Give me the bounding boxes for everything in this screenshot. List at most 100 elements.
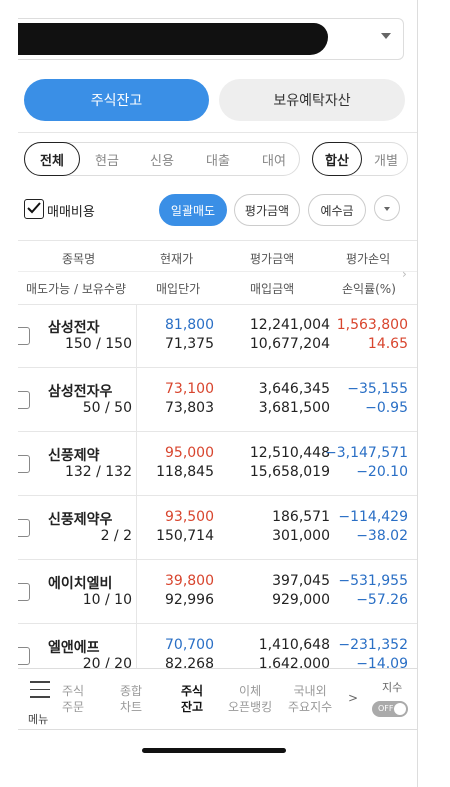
buy-amount: 15,658,019 — [249, 464, 330, 480]
menu-icon[interactable] — [30, 681, 50, 704]
row-checkbox[interactable] — [18, 583, 30, 601]
stock-name: 에이치엘비 — [48, 576, 113, 592]
profit-loss: 1,563,800 — [336, 317, 408, 333]
nav-label: 이체 — [239, 684, 262, 698]
current-price: 73,100 — [165, 381, 214, 397]
buy-amount: 929,000 — [272, 592, 330, 608]
col-header-avg: 매입단가 — [156, 282, 201, 296]
stock-name: 신풍제약 — [48, 448, 100, 464]
avg-price: 73,803 — [165, 400, 214, 416]
eval-amount: 397,045 — [272, 573, 330, 589]
profit-loss: −3,147,571 — [325, 445, 408, 461]
eval-amount: 12,241,004 — [249, 317, 330, 333]
profit-loss: −231,352 — [338, 637, 408, 653]
toggle-knob — [394, 703, 406, 715]
nav-label: 주문 — [62, 700, 85, 714]
nav-label: 종합 — [120, 684, 143, 698]
nav-stock-order[interactable]: 주식 주문 — [62, 683, 84, 715]
col-header-eval: 평가금액 — [250, 252, 295, 266]
row-checkbox[interactable] — [18, 519, 30, 537]
eval-amount: 186,571 — [272, 509, 330, 525]
index-label: 지수 — [382, 681, 403, 694]
nav-stock-balance[interactable]: 주식 잔고 — [181, 683, 203, 715]
current-price: 93,500 — [165, 509, 214, 525]
profit-loss: −531,955 — [338, 573, 408, 589]
nav-label: 주식 — [181, 684, 204, 698]
checkmark-icon — [27, 202, 41, 214]
table-row[interactable]: 에이치엘비 10 / 10 39,800 92,996 397,045 929,000 −5… — [18, 560, 417, 624]
filter-all[interactable]: 전체 — [24, 142, 80, 176]
row-checkbox[interactable] — [18, 391, 30, 409]
menu-label[interactable]: 메뉴 — [28, 713, 49, 726]
row-checkbox[interactable] — [18, 455, 30, 473]
nav-chart[interactable]: 종합 차트 — [120, 683, 142, 715]
table-row[interactable]: 삼성전자 150 / 150 81,800 71,375 12,241,004 10,67… — [18, 304, 417, 368]
nav-label: 차트 — [120, 700, 143, 714]
home-indicator — [142, 748, 286, 753]
current-price: 95,000 — [165, 445, 214, 461]
index-toggle[interactable]: OFF — [372, 701, 408, 717]
current-price: 39,800 — [165, 573, 214, 589]
table-row[interactable]: 삼성전자우 50 / 50 73,100 73,803 3,646,345 3,681,5… — [18, 368, 417, 432]
nav-label: 잔고 — [181, 700, 204, 714]
current-price: 81,800 — [165, 317, 214, 333]
app-screen: 주식잔고 보유예탁자산 전체 현금 신용 대출 대여 합산 개별 매매비용 일괄… — [18, 0, 418, 787]
table-row[interactable]: 신풍제약 132 / 132 95,000 118,845 12,510,448 15,6… — [18, 432, 417, 496]
col-header-qty: 매도가능 / 보유수량 — [26, 282, 126, 296]
chevron-right-icon: › — [402, 267, 407, 281]
stock-qty: 150 / 150 — [64, 336, 132, 352]
view-individual[interactable]: 개별 — [374, 153, 398, 169]
account-selector[interactable] — [18, 18, 404, 60]
bulk-sell-button[interactable]: 일괄매도 — [159, 194, 227, 226]
nav-label: 오픈뱅킹 — [228, 700, 273, 714]
nav-indices[interactable]: 국내외 주요지수 — [288, 683, 332, 715]
filter-loan[interactable]: 대출 — [206, 153, 230, 169]
nav-more-arrow[interactable]: > — [348, 691, 359, 705]
avg-price: 118,845 — [156, 464, 214, 480]
row-checkbox[interactable] — [18, 647, 30, 665]
toggle-label: OFF — [378, 704, 394, 713]
nav-label: 국내외 — [293, 684, 327, 698]
eval-amount: 12,510,448 — [249, 445, 330, 461]
col-header-rate: 손익률(%) — [342, 282, 396, 296]
buy-amount: 10,677,204 — [249, 336, 330, 352]
current-price: 70,700 — [165, 637, 214, 653]
col-header-buy: 매입금액 — [250, 282, 295, 296]
avg-price: 92,996 — [165, 592, 214, 608]
stock-name: 삼성전자 — [48, 320, 100, 336]
more-options-button[interactable] — [374, 195, 400, 221]
profit-loss: −114,429 — [338, 509, 408, 525]
profit-rate: 14.65 — [367, 336, 408, 352]
nav-label: 주식 — [62, 684, 85, 698]
eval-amount: 1,410,648 — [258, 637, 330, 653]
profit-rate: −38.02 — [356, 528, 408, 544]
bottom-nav: 메뉴 주식 주문 종합 차트 주식 잔고 이체 오픈뱅킹 국내외 주요지수 > … — [18, 668, 417, 730]
row-checkbox[interactable] — [18, 327, 30, 345]
stock-name: 신풍제약우 — [48, 512, 113, 528]
eval-amount: 3,646,345 — [258, 381, 330, 397]
filter-credit[interactable]: 신용 — [150, 153, 174, 169]
tab-deposit-assets[interactable]: 보유예탁자산 — [219, 79, 405, 121]
chevron-down-icon — [384, 207, 390, 211]
filter-cash[interactable]: 현금 — [95, 153, 119, 169]
deposit-button[interactable]: 예수금 — [308, 194, 366, 226]
fee-checkbox[interactable] — [24, 199, 44, 219]
avg-price: 71,375 — [165, 336, 214, 352]
stock-qty: 2 / 2 — [100, 528, 132, 544]
view-combined[interactable]: 합산 — [312, 142, 362, 176]
col-header-pl: 평가손익 — [346, 252, 391, 266]
stock-name: 엘앤에프 — [48, 640, 100, 656]
chevron-down-icon — [381, 33, 391, 39]
stock-qty: 132 / 132 — [64, 464, 132, 480]
profit-loss: −35,155 — [347, 381, 408, 397]
buy-amount: 301,000 — [272, 528, 330, 544]
divider — [18, 240, 417, 241]
nav-transfer[interactable]: 이체 오픈뱅킹 — [228, 683, 272, 715]
column-divider — [136, 304, 137, 668]
filter-lending[interactable]: 대여 — [262, 153, 286, 169]
table-row[interactable]: 신풍제약우 2 / 2 93,500 150,714 186,571 301,000 −11… — [18, 496, 417, 560]
stock-qty: 10 / 10 — [82, 592, 132, 608]
eval-amount-button[interactable]: 평가금액 — [234, 194, 300, 226]
redacted-account-number — [18, 23, 328, 55]
tab-stock-balance[interactable]: 주식잔고 — [24, 79, 209, 121]
